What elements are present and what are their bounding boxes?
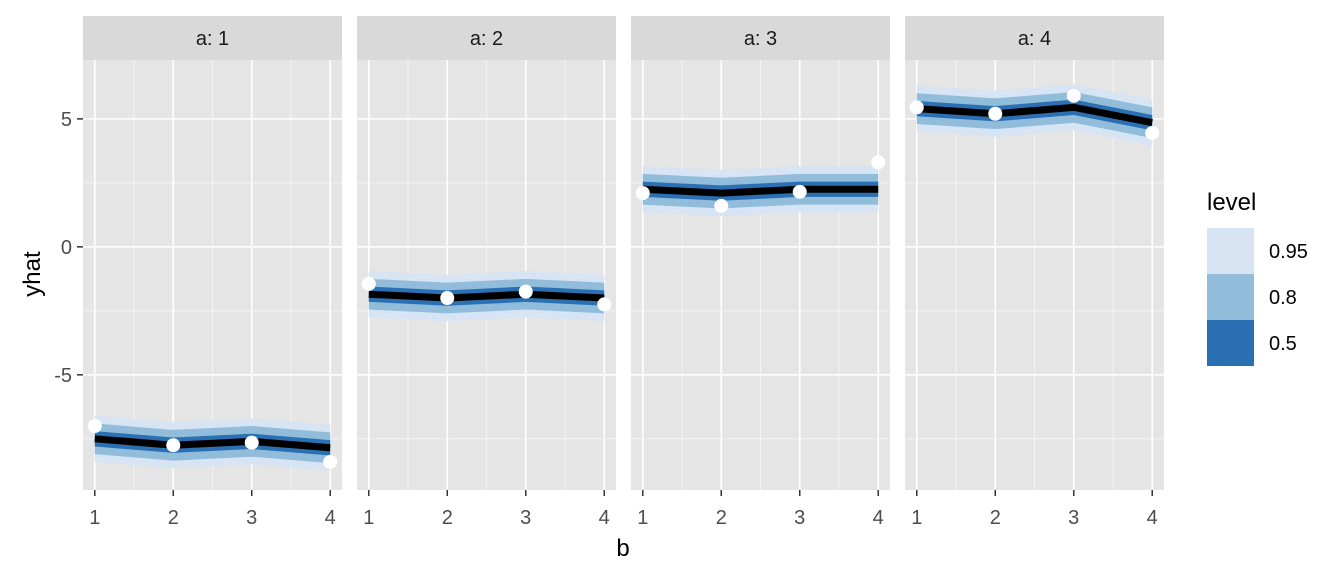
data-point — [87, 419, 102, 434]
x-tick-label: 2 — [990, 507, 1001, 529]
legend-title: level — [1207, 189, 1256, 216]
x-tick-label: 1 — [637, 507, 648, 529]
facet-strip — [631, 16, 890, 60]
legend-key — [1207, 228, 1254, 274]
facet-panel: a: 4 1 2 3 4 — [905, 16, 1164, 529]
data-point — [792, 184, 807, 199]
x-tick-label: 3 — [246, 507, 257, 529]
y-axis-title: yhat — [19, 251, 46, 297]
legend-label: 0.95 — [1269, 241, 1308, 263]
x-tick-label: 3 — [520, 507, 531, 529]
data-point — [361, 276, 376, 291]
x-tick-label: 1 — [363, 507, 374, 529]
facet-strip-label: a: 1 — [196, 28, 229, 50]
data-point — [440, 291, 455, 306]
x-tick-label: 4 — [325, 507, 336, 529]
fit-line — [94, 435, 331, 452]
fit-line — [642, 185, 879, 197]
data-point — [323, 454, 338, 469]
legend-key — [1207, 320, 1254, 366]
y-axis: 5 0 -5 — [54, 109, 83, 387]
y-tick-label: 0 — [61, 237, 72, 259]
fit-line — [916, 103, 1153, 127]
facet-panels: a: 1 1 2 3 4 a: 2 1 2 3 4 a: 3 1 2 3 4 a: 4 1 2 3 4 — [83, 16, 1164, 529]
x-tick-label: 2 — [442, 507, 453, 529]
interval-band-05 — [916, 99, 1153, 131]
data-point — [909, 100, 924, 115]
legend-label: 0.8 — [1269, 287, 1297, 309]
data-point — [244, 435, 259, 450]
data-point — [871, 155, 886, 170]
data-point — [635, 186, 650, 201]
facet-strip — [357, 16, 616, 60]
data-point — [166, 438, 181, 453]
x-tick-label: 3 — [794, 507, 805, 529]
x-tick-label: 4 — [873, 507, 884, 529]
legend: level 0.95 0.8 0.5 — [1207, 189, 1308, 366]
legend-label: 0.5 — [1269, 333, 1297, 355]
data-point — [518, 284, 533, 299]
legend-key — [1207, 274, 1254, 320]
x-tick-label: 1 — [89, 507, 100, 529]
facet-panel: a: 1 1 2 3 4 — [83, 16, 342, 529]
x-tick-label: 2 — [168, 507, 179, 529]
facet-strip-label: a: 2 — [470, 28, 503, 50]
x-tick-label: 1 — [911, 507, 922, 529]
data-point — [597, 297, 612, 312]
data-point — [1145, 125, 1160, 140]
x-axis-title: b — [616, 535, 629, 562]
facet-panel: a: 3 1 2 3 4 — [631, 16, 890, 529]
x-tick-label: 4 — [599, 507, 610, 529]
data-point — [1066, 88, 1081, 103]
facet-strip — [905, 16, 1164, 60]
facet-strip-label: a: 4 — [1018, 28, 1051, 50]
facet-strip — [83, 16, 342, 60]
facet-strip-label: a: 3 — [744, 28, 777, 50]
y-tick-label: -5 — [54, 365, 72, 387]
x-tick-label: 4 — [1147, 507, 1158, 529]
fit-line — [368, 290, 605, 302]
data-point — [714, 198, 729, 213]
facet-panel: a: 2 1 2 3 4 — [357, 16, 616, 529]
x-tick-label: 2 — [716, 507, 727, 529]
x-tick-label: 3 — [1068, 507, 1079, 529]
data-point — [988, 106, 1003, 121]
y-tick-label: 5 — [61, 109, 72, 131]
